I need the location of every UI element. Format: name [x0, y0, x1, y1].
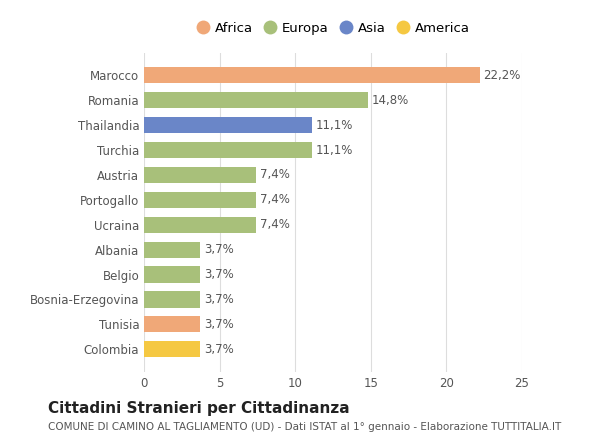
Text: 3,7%: 3,7% [204, 343, 233, 356]
Bar [144, 192, 256, 208]
Bar [144, 341, 200, 357]
Text: 3,7%: 3,7% [204, 268, 233, 281]
Bar [144, 267, 200, 282]
Text: 3,7%: 3,7% [204, 293, 233, 306]
Bar [144, 242, 200, 258]
Bar [144, 216, 256, 233]
Text: 7,4%: 7,4% [260, 193, 290, 206]
Bar [144, 117, 312, 133]
Text: 11,1%: 11,1% [316, 119, 353, 132]
Bar [144, 316, 200, 332]
Bar [144, 167, 256, 183]
Text: 7,4%: 7,4% [260, 169, 290, 181]
Bar [144, 67, 479, 84]
Text: 22,2%: 22,2% [484, 69, 521, 82]
Text: 11,1%: 11,1% [316, 143, 353, 157]
Text: 3,7%: 3,7% [204, 318, 233, 331]
Text: Cittadini Stranieri per Cittadinanza: Cittadini Stranieri per Cittadinanza [48, 401, 350, 416]
Text: 14,8%: 14,8% [371, 94, 409, 107]
Bar [144, 291, 200, 308]
Bar [144, 142, 312, 158]
Text: 3,7%: 3,7% [204, 243, 233, 256]
Text: COMUNE DI CAMINO AL TAGLIAMENTO (UD) - Dati ISTAT al 1° gennaio - Elaborazione T: COMUNE DI CAMINO AL TAGLIAMENTO (UD) - D… [48, 422, 561, 432]
Text: 7,4%: 7,4% [260, 218, 290, 231]
Bar [144, 92, 368, 108]
Legend: Africa, Europa, Asia, America: Africa, Europa, Asia, America [193, 18, 473, 39]
